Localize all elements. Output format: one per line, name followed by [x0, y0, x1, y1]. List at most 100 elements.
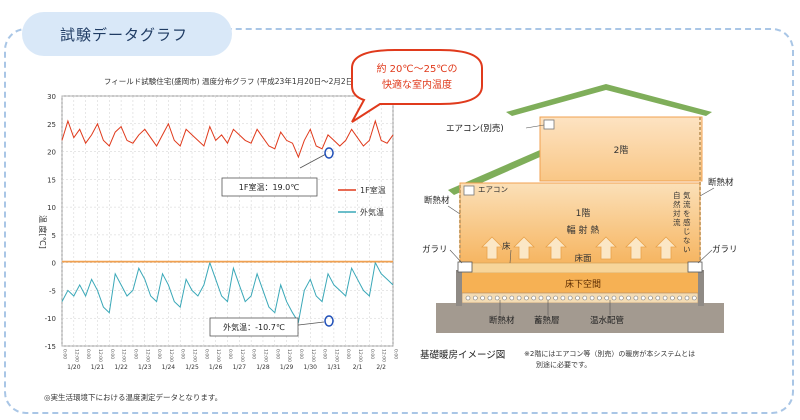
diagram-caption: 基礎暖房イメージ図 [420, 349, 505, 361]
label-radiant-heat: 輻 射 熱 [567, 224, 600, 236]
annotation-outdoor-min-text: 外気温：-10.7℃ [223, 322, 285, 332]
svg-text:な: な [683, 236, 691, 245]
y-tick-label: -10 [45, 315, 56, 323]
radiant-heat-arrows [481, 236, 677, 260]
label-garari-left: ガラリ [422, 244, 448, 255]
pipe-cross-section [502, 295, 507, 301]
pipe-cross-section [633, 295, 639, 301]
x-tick-labels: 0:00 12:00 0:00 12:00 0:00 12:00 0:00 12:00 0:00… [62, 349, 399, 371]
y-tick-label: 25 [47, 121, 56, 129]
y-tick-labels: 30 25 20 15 10 5 0 -5 -10 -15 [45, 93, 56, 351]
aircon-1f-icon [463, 185, 475, 196]
svg-text:流: 流 [683, 199, 691, 209]
x-date-label: 1/25 [185, 364, 199, 371]
x-time-tick-label: 0:00 [156, 349, 162, 359]
pipe-cross-section [648, 295, 653, 301]
x-time-tick-label: 0:00 [345, 349, 351, 359]
pipe-cross-section [567, 295, 573, 301]
svg-text:気: 気 [683, 190, 691, 200]
series-line-1 [61, 261, 394, 324]
heat-arrow-icon [545, 236, 567, 260]
svg-text:然: 然 [673, 199, 681, 209]
pipe-cross-section [524, 295, 529, 301]
pipe-cross-section [575, 295, 580, 301]
x-date-label: 1/28 [256, 364, 270, 371]
annotation-outdoor-min: 外気温：-10.7℃ [209, 315, 334, 337]
annotation-indoor-min: 1F室温：19.0℃ [221, 147, 334, 197]
x-date-label: 1/31 [327, 364, 341, 371]
pipe-cross-section [553, 295, 558, 301]
svg-text:自: 自 [673, 190, 681, 200]
x-time-tick-label: 0:00 [251, 349, 257, 359]
x-date-label: 2/2 [376, 364, 386, 371]
pipe-cross-section [538, 295, 544, 301]
x-time-tick-label: 12:00 [310, 349, 316, 362]
x-date-label: 1/23 [138, 364, 152, 371]
y-tick-label: 10 [47, 204, 56, 212]
floor-slab [461, 262, 699, 274]
pipe-cross-section [516, 295, 522, 301]
underfloor-space [462, 273, 698, 293]
legend-label-indoor: 1F室温 [360, 185, 386, 195]
y-tick-label: -15 [45, 343, 56, 351]
upper-roof [506, 84, 712, 116]
foundation [436, 303, 724, 333]
pipe-cross-section [560, 295, 566, 301]
x-date-label: 1/20 [67, 364, 81, 371]
pipe-cross-section [684, 295, 690, 301]
label-floor-surface: 床面 [574, 253, 592, 264]
heat-arrow-icon [513, 236, 535, 260]
y-tick-label: -5 [49, 287, 56, 295]
x-time-tick-label: 12:00 [215, 349, 221, 362]
x-time-tick-label: 12:00 [192, 349, 198, 362]
x-time-tick-label: 0:00 [393, 349, 399, 359]
label-insulation-right: 断熱材 [708, 177, 734, 188]
x-date-label: 1/26 [209, 364, 223, 371]
y-axis-label: 温 度[℃] [38, 215, 48, 249]
label-second-floor: 2階 [614, 145, 629, 156]
pipe-cross-section [545, 295, 551, 301]
x-time-tick-label: 12:00 [333, 349, 339, 362]
heat-arrow-icon [481, 236, 503, 260]
y-tick-label: 20 [47, 149, 56, 157]
pipe-cross-section [655, 295, 661, 301]
aircon-2f-icon [543, 119, 555, 130]
label-insulation-bottom: 断熱材 [489, 315, 515, 326]
section-title-box [22, 12, 232, 56]
x-date-label: 1/27 [233, 364, 247, 371]
x-date-label: 1/24 [162, 364, 176, 371]
x-time-tick-label: 0:00 [62, 349, 68, 359]
x-time-tick-label: 0:00 [85, 349, 91, 359]
x-time-tick-label: 12:00 [168, 349, 174, 362]
garari-right-icon [687, 261, 703, 273]
label-insulation-left: 断熱材 [424, 195, 450, 206]
label-floor: 床 [502, 241, 511, 252]
label-aircon-2f: エアコン(別売) [446, 123, 504, 134]
label-aircon-1f: エアコン [478, 185, 508, 194]
chart-title: フィールド試験住宅(盛岡市) 温度分布グラフ (平成23年1月20日～2月2日) [104, 76, 356, 86]
pipe-cross-section [531, 295, 537, 301]
label-hot-water-pipe: 温水配管 [590, 315, 624, 326]
pipe-cross-section [691, 295, 697, 301]
label-natural-convection: 自 然 対 流 [673, 190, 681, 227]
first-floor-room [459, 182, 701, 264]
heat-arrow-icon [655, 236, 677, 260]
pipe-cross-section [487, 295, 493, 301]
pipe-cross-section [640, 295, 646, 301]
legend: 1F室温 外気温 [338, 185, 386, 217]
x-time-tick-label: 0:00 [227, 349, 233, 359]
x-time-tick-label: 0:00 [109, 349, 115, 359]
pipe-cross-section [465, 295, 471, 301]
annotation-indoor-min-text: 1F室温：19.0℃ [239, 182, 300, 192]
x-time-tick-label: 0:00 [203, 349, 209, 359]
hot-water-pipes [465, 295, 697, 301]
x-time-tick-label: 12:00 [121, 349, 127, 362]
heat-arrow-icon [625, 236, 647, 260]
x-time-tick-label: 12:00 [97, 349, 103, 362]
footnote: ◎実生活環境下における温度測定データとなります。 [44, 392, 222, 402]
chart-grid [61, 95, 394, 347]
label-no-draft: 気 流 を 感 じ な い [683, 190, 691, 254]
x-date-label: 2/1 [353, 364, 363, 371]
pipe-cross-section [494, 295, 500, 301]
